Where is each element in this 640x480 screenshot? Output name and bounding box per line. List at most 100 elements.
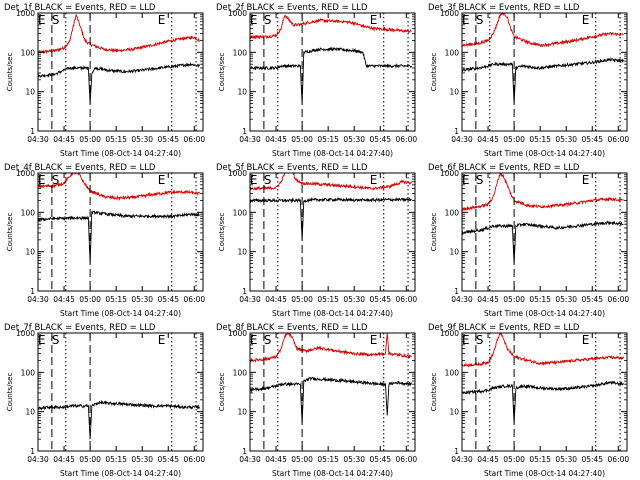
y-tick-label: 100 — [445, 48, 460, 57]
event-marker-label: S — [52, 173, 60, 187]
event-marker-label: S — [264, 13, 272, 27]
x-tick-label: 04:45 — [477, 135, 499, 144]
events-series-line — [38, 210, 200, 264]
y-tick-label: 1000 — [228, 9, 247, 18]
plot-frame — [249, 332, 416, 452]
y-tick-label: 100 — [21, 368, 36, 377]
event-marker-label: S — [52, 333, 60, 347]
plot-frame — [461, 332, 628, 452]
x-tick-label: 05:45 — [581, 455, 603, 464]
x-tick-label: 06:00 — [184, 455, 206, 464]
event-marker-label: E — [462, 173, 470, 187]
event-marker-label: E — [158, 13, 166, 27]
x-tick-label: 05:15 — [105, 135, 127, 144]
y-tick-label: 1000 — [440, 329, 459, 338]
x-tick-label: 05:15 — [529, 295, 551, 304]
x-tick-label: 06:00 — [608, 455, 630, 464]
x-tick-label: 04:30 — [239, 295, 261, 304]
y-tick-label: 10 — [25, 408, 35, 417]
y-tick-label: 1 — [242, 127, 247, 136]
lld-series-line — [462, 333, 624, 368]
event-marker-label: E — [462, 333, 470, 347]
x-tick-label: 04:45 — [53, 135, 75, 144]
x-tick-label: 04:30 — [239, 135, 261, 144]
x-tick-label: 05:00 — [503, 295, 525, 304]
event-marker-label: E — [38, 173, 46, 187]
panel-title: Det_9f BLACK = Events, RED = LLD — [428, 323, 580, 333]
x-tick-label: 05:45 — [157, 295, 179, 304]
y-tick-label: 1000 — [228, 169, 247, 178]
y-axis-label: Counts/sec — [218, 373, 226, 412]
event-marker-label: E — [370, 13, 378, 27]
y-tick-label: 1000 — [440, 169, 459, 178]
y-tick-label: 1 — [454, 127, 459, 136]
y-tick-label: 10 — [25, 88, 35, 97]
panel-title: Det_1f BLACK = Events, RED = LLD — [4, 3, 156, 13]
x-tick-label: 05:15 — [105, 295, 127, 304]
x-tick-label: 05:00 — [79, 135, 101, 144]
plot-frame — [461, 172, 628, 292]
events-series-line — [462, 220, 624, 264]
y-axis-label: Counts/sec — [430, 373, 438, 412]
event-marker-label: E — [38, 13, 46, 27]
y-tick-label: 10 — [449, 88, 459, 97]
x-tick-label: 04:45 — [477, 295, 499, 304]
x-tick-label: 04:30 — [27, 135, 49, 144]
x-tick-label: 04:30 — [239, 455, 261, 464]
event-marker-label: E — [582, 13, 590, 27]
panel-title: Det_3f BLACK = Events, RED = LLD — [428, 3, 580, 13]
x-tick-label: 05:00 — [291, 455, 313, 464]
panel-title: Det_4f BLACK = Events, RED = LLD — [4, 163, 156, 173]
x-tick-label: 05:00 — [503, 455, 525, 464]
panel-title: Det_6f BLACK = Events, RED = LLD — [428, 163, 580, 173]
x-tick-label: 05:30 — [343, 135, 365, 144]
y-tick-label: 10 — [237, 248, 247, 257]
event-marker-label: E — [462, 13, 470, 27]
y-tick-label: 1 — [242, 287, 247, 296]
detector-panel: Det_3f BLACK = Events, RED = LLD Counts/s… — [428, 3, 629, 158]
x-tick-label: 05:30 — [131, 295, 153, 304]
plot-frame — [249, 12, 416, 132]
panel-title: Det_7f BLACK = Events, RED = LLD — [4, 323, 156, 333]
lld-series-line — [250, 173, 412, 192]
detector-panel: Det_4f BLACK = Events, RED = LLD Counts/s… — [4, 163, 205, 318]
x-tick-label: 04:45 — [265, 455, 287, 464]
x-tick-label: 05:45 — [581, 135, 603, 144]
x-tick-label: 06:00 — [396, 455, 418, 464]
y-axis-label: Counts/sec — [430, 53, 438, 92]
x-tick-label: 05:45 — [157, 135, 179, 144]
lld-series-line — [38, 14, 200, 55]
x-axis-label: Start Time (08-Oct-14 04:27:40) — [60, 149, 181, 158]
plot-frame — [249, 172, 416, 292]
lld-series-line — [462, 173, 624, 212]
y-tick-label: 100 — [233, 208, 248, 217]
x-tick-label: 05:15 — [317, 455, 339, 464]
panel-title: Det_2f BLACK = Events, RED = LLD — [216, 3, 368, 13]
plot-frame — [37, 12, 204, 132]
panel-title: Det_8f BLACK = Events, RED = LLD — [216, 323, 368, 333]
x-tick-label: 04:30 — [451, 135, 473, 144]
y-tick-label: 100 — [233, 48, 248, 57]
x-tick-label: 05:30 — [343, 455, 365, 464]
detector-panel: Det_1f BLACK = Events, RED = LLD Counts/s… — [4, 3, 205, 158]
events-series-line — [250, 196, 412, 240]
x-tick-label: 05:45 — [369, 295, 391, 304]
y-tick-label: 10 — [237, 408, 247, 417]
x-axis-label: Start Time (08-Oct-14 04:27:40) — [484, 149, 605, 158]
y-tick-label: 1000 — [16, 9, 35, 18]
event-marker-label: S — [476, 173, 484, 187]
y-tick-label: 1000 — [16, 329, 35, 338]
x-axis-label: Start Time (08-Oct-14 04:27:40) — [272, 309, 393, 318]
y-tick-label: 10 — [237, 88, 247, 97]
x-tick-label: 05:00 — [79, 295, 101, 304]
y-tick-label: 1000 — [440, 9, 459, 18]
y-axis-label: Counts/sec — [218, 213, 226, 252]
detector-panel: Det_7f BLACK = Events, RED = LLD Counts/s… — [4, 323, 205, 478]
detector-panel: Det_9f BLACK = Events, RED = LLD Counts/s… — [428, 323, 629, 478]
x-tick-label: 04:45 — [265, 135, 287, 144]
lld-series-line — [462, 13, 624, 48]
x-tick-label: 04:30 — [451, 455, 473, 464]
y-axis-label: Counts/sec — [6, 373, 14, 412]
x-axis-label: Start Time (08-Oct-14 04:27:40) — [272, 149, 393, 158]
x-tick-label: 06:00 — [396, 295, 418, 304]
